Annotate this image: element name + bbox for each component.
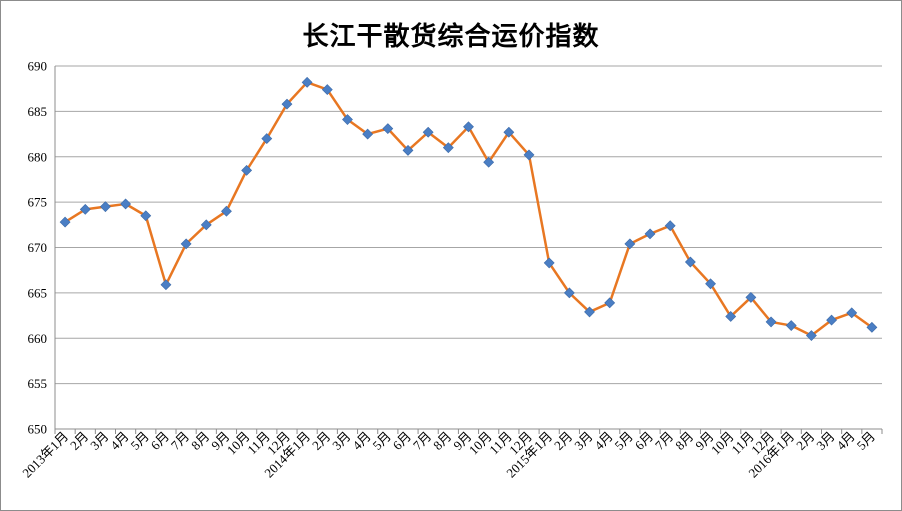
data-point-marker xyxy=(463,121,474,133)
data-point-marker xyxy=(765,316,777,328)
data-point-marker xyxy=(543,257,555,269)
data-point-marker xyxy=(584,306,595,318)
data-point-marker xyxy=(442,142,454,154)
series-markers xyxy=(59,76,878,341)
y-tick-label: 680 xyxy=(28,149,48,164)
data-point-marker xyxy=(846,307,858,319)
data-point-marker xyxy=(866,321,878,333)
data-point-marker xyxy=(503,126,515,138)
data-point-marker xyxy=(826,314,837,326)
data-point-marker xyxy=(120,198,132,210)
data-point-marker xyxy=(200,219,212,231)
data-point-marker xyxy=(483,156,495,168)
data-point-marker xyxy=(725,311,737,322)
data-point-marker xyxy=(382,123,394,135)
data-point-marker xyxy=(644,228,656,240)
y-axis-tick-labels: 650 655 660 665 670 675 680 685 690 xyxy=(28,59,48,437)
y-tick-label: 685 xyxy=(28,104,48,119)
data-point-marker xyxy=(180,238,192,250)
y-tick-label: 650 xyxy=(28,422,48,437)
data-point-marker xyxy=(604,297,616,309)
data-point-marker xyxy=(362,128,374,140)
y-tick-label: 675 xyxy=(28,195,48,210)
data-point-marker xyxy=(785,320,797,331)
axes xyxy=(54,66,883,434)
data-point-marker xyxy=(745,291,757,303)
gridlines xyxy=(55,65,882,385)
data-point-marker xyxy=(684,256,696,268)
data-point-marker xyxy=(59,216,71,228)
chart-title: 长江干散货综合运价指数 xyxy=(302,22,600,52)
data-point-marker xyxy=(563,287,575,299)
data-point-marker xyxy=(422,126,434,138)
data-point-marker xyxy=(140,210,152,222)
x-tick-label: 5月 xyxy=(854,429,878,453)
data-point-marker xyxy=(261,133,273,145)
data-point-marker xyxy=(402,144,414,156)
y-tick-label: 690 xyxy=(28,59,48,74)
data-point-marker xyxy=(301,76,313,88)
x-axis-tick-labels: 2013年1月2月3月4月5月6月7月8月9月10月11月12月2014年1月2… xyxy=(19,429,878,481)
data-point-marker xyxy=(705,278,716,290)
data-point-marker xyxy=(523,149,535,161)
data-point-marker xyxy=(321,84,333,96)
data-point-marker xyxy=(241,164,253,176)
data-point-marker xyxy=(805,330,817,341)
data-point-marker xyxy=(664,220,676,232)
y-tick-label: 665 xyxy=(28,285,48,300)
data-point-marker xyxy=(160,279,172,291)
data-point-marker xyxy=(624,238,636,250)
data-point-marker xyxy=(100,201,111,213)
data-point-marker xyxy=(281,98,293,110)
data-point-marker xyxy=(79,203,91,215)
data-point-marker xyxy=(221,205,232,217)
y-tick-label: 670 xyxy=(28,240,48,255)
y-tick-label: 655 xyxy=(28,376,48,391)
y-tick-label: 660 xyxy=(28,331,48,346)
data-point-marker xyxy=(342,114,353,125)
